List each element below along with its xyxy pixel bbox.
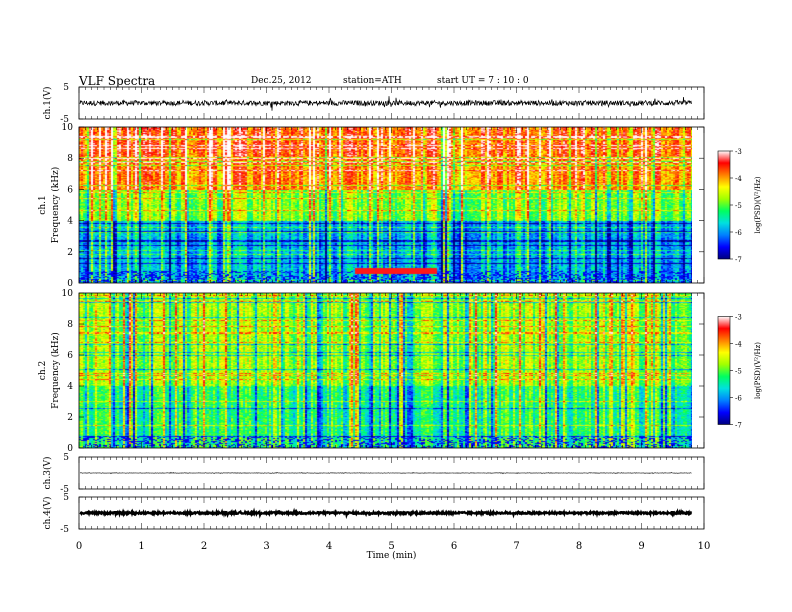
ch1-colorbar-label: log(PSD)(V²/Hz) [754,176,762,233]
xaxis-label: Time (min) [367,550,417,561]
ch1-ytick-label: 5 [63,83,69,93]
ch1-spec-ytick-label: 8 [67,154,73,164]
ch1-colorbar-tick-label: -6 [735,229,742,237]
ch2-spec-ytick-label: 8 [67,320,73,330]
xtick-label: 2 [201,541,207,552]
xtick-label: 10 [698,541,711,552]
ch3-ytick-label: -5 [60,485,69,495]
ch2-spec-ytick-label: 2 [67,413,73,423]
ch2-colorbar-tick-label: -4 [735,341,742,349]
ch2-spectrogram-image [79,293,692,448]
ch1-colorbar [717,150,731,260]
ch2-spec-ytick-label: 0 [67,444,73,454]
ch4-ylabel: ch.4(V) [42,497,53,530]
chart-title: VLF Spectra [79,74,156,88]
ch1-colorbar-tick-label: -5 [735,202,742,210]
ch1-colorbar-tick-label: -7 [735,256,742,264]
ch2-colorbar-label: log(PSD)(V²/Hz) [754,342,762,399]
ch2-spec-ylabel-freq: Frequency (kHz) [50,332,61,409]
ch1-spec-ylabel-freq: Frequency (kHz) [50,167,61,244]
station-label: station=ATH [343,76,402,86]
xtick-label: 9 [638,541,644,552]
xtick-label: 3 [263,541,269,552]
ch3-waveform-trace [79,471,692,475]
ch2-colorbar-tick-label: -7 [735,422,742,430]
ch1-spec-ytick-label: 6 [67,185,73,195]
ch1-spectrogram-image [79,127,692,283]
ch2-spec-ytick-label: 4 [67,382,73,392]
xtick-label: 1 [138,541,144,552]
ch4-ytick-label: -5 [60,525,69,535]
ch1-spec-ytick-label: 2 [67,248,73,258]
ch2-spec-ytick-label: 10 [62,289,74,299]
ch1-spec-ylabel: ch.1 [38,195,48,214]
ch4-ytick-label: 5 [63,493,69,503]
ch2-colorbar-tick-label: -6 [735,395,742,403]
xtick-label: 0 [76,541,82,552]
ch3-ylabel: ch.3(V) [42,457,53,490]
ch1-spec-ytick-label: 10 [62,123,74,133]
date-label: Dec.25, 2012 [251,76,312,86]
ch1-colorbar-tick-label: -3 [735,148,742,156]
ch2-colorbar-tick-label: -3 [735,314,742,322]
ch2-colorbar-tick-label: -5 [735,368,742,376]
xtick-label: 4 [326,541,332,552]
ch1-ylabel: ch.1(V) [42,87,53,120]
ch1-ytick-label: -5 [60,115,69,125]
ch1-waveform-trace [79,96,692,111]
xtick-label: 5 [388,541,394,552]
xtick-label: 8 [576,541,582,552]
ch3-ytick-label: 5 [63,453,69,463]
ch2-spec-ylabel: ch.2 [38,361,48,380]
ch2-spec-ytick-label: 6 [67,351,73,361]
ch1-spec-ytick-label: 0 [67,279,73,289]
ch2-colorbar [717,316,731,425]
xtick-label: 7 [513,541,519,552]
xtick-label: 6 [451,541,457,552]
ch1-colorbar-tick-label: -4 [735,175,742,183]
ch4-waveform-trace [79,507,693,520]
start-time-label: start UT = 7 : 10 : 0 [437,76,529,86]
ch1-spec-ytick-label: 4 [67,217,73,227]
